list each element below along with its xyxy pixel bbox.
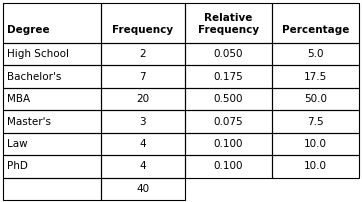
Text: 10.0: 10.0 xyxy=(304,161,327,171)
Text: High School: High School xyxy=(7,49,69,59)
Text: 5.0: 5.0 xyxy=(307,49,324,59)
Bar xyxy=(185,155,272,178)
Text: 7.5: 7.5 xyxy=(307,117,324,126)
Bar xyxy=(185,88,272,110)
Text: 4: 4 xyxy=(139,161,146,171)
Bar xyxy=(185,110,272,133)
Bar xyxy=(101,65,185,88)
Bar xyxy=(185,3,272,43)
Bar xyxy=(272,65,359,88)
Bar xyxy=(3,65,101,88)
Text: MBA: MBA xyxy=(7,94,30,104)
Bar xyxy=(185,65,272,88)
Bar xyxy=(101,43,185,65)
Text: 0.075: 0.075 xyxy=(213,117,243,126)
Text: 20: 20 xyxy=(136,94,149,104)
Bar xyxy=(3,155,101,178)
Bar xyxy=(272,155,359,178)
Text: 0.175: 0.175 xyxy=(213,72,243,82)
Text: 0.100: 0.100 xyxy=(214,139,243,149)
Bar xyxy=(272,110,359,133)
Text: 3: 3 xyxy=(139,117,146,126)
Bar xyxy=(101,133,185,155)
Bar xyxy=(3,133,101,155)
Bar xyxy=(101,110,185,133)
Bar xyxy=(272,88,359,110)
Text: 0.500: 0.500 xyxy=(214,94,243,104)
Text: 0.100: 0.100 xyxy=(214,161,243,171)
Text: PhD: PhD xyxy=(7,161,28,171)
Text: 50.0: 50.0 xyxy=(304,94,327,104)
Bar xyxy=(272,133,359,155)
Bar xyxy=(185,133,272,155)
Text: 40: 40 xyxy=(136,184,149,194)
Text: 0.050: 0.050 xyxy=(214,49,243,59)
Bar xyxy=(3,88,101,110)
Bar xyxy=(3,110,101,133)
Bar xyxy=(3,3,101,43)
Text: Bachelor's: Bachelor's xyxy=(7,72,62,82)
Bar xyxy=(101,3,185,43)
Bar xyxy=(3,178,101,200)
Bar xyxy=(185,43,272,65)
Bar xyxy=(3,43,101,65)
Text: 7: 7 xyxy=(139,72,146,82)
Text: Master's: Master's xyxy=(7,117,51,126)
Text: 17.5: 17.5 xyxy=(304,72,327,82)
Text: Frequency: Frequency xyxy=(112,25,173,35)
Bar xyxy=(101,155,185,178)
Bar xyxy=(101,178,185,200)
Bar xyxy=(272,3,359,43)
Text: 4: 4 xyxy=(139,139,146,149)
Text: Degree: Degree xyxy=(7,25,50,35)
Text: 2: 2 xyxy=(139,49,146,59)
Text: Relative
Frequency: Relative Frequency xyxy=(198,13,259,35)
Bar xyxy=(272,43,359,65)
Bar xyxy=(101,88,185,110)
Text: Law: Law xyxy=(7,139,28,149)
Text: Percentage: Percentage xyxy=(282,25,349,35)
Text: 10.0: 10.0 xyxy=(304,139,327,149)
